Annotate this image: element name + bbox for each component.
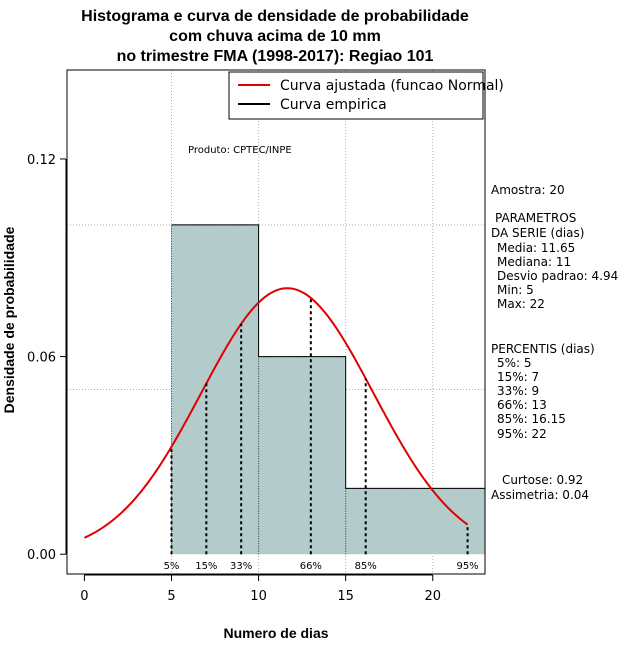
sample-size: Amostra: 20 [491, 183, 565, 197]
param-desvio: Desvio padrao: 4.94 [497, 269, 618, 283]
x-tick-label: 0 [80, 589, 88, 604]
percentile-label-33: 33% [230, 561, 252, 572]
param-min: Min: 5 [497, 283, 534, 297]
empirical-curve [171, 224, 485, 489]
percentil-5: 5%: 5 [497, 356, 532, 370]
chart-title-line-2: com chuva acima de 10 mm [169, 28, 381, 45]
percentis-title: PERCENTIS (dias) [491, 342, 595, 356]
y-tick-label: 0.06 [27, 351, 56, 366]
x-tick-label: 20 [424, 589, 441, 604]
percentile-label-66: 66% [300, 561, 322, 572]
normal-curve [84, 287, 469, 539]
x-axis-title: Numero de dias [223, 625, 328, 641]
legend-box [228, 71, 484, 120]
percentil-95: 95%: 22 [497, 427, 547, 441]
plot-area: 5% 15% 33% 66% 85% 95% 0 5 10 15 20 0.00 0.06 0.12 [27, 69, 486, 604]
y-tick-label: 0.12 [27, 153, 56, 168]
assimetria: Assimetria: 0.04 [491, 488, 589, 502]
product-annotation: Produto: CPTEC/INPE [188, 145, 292, 156]
legend-label-empirical: Curva empirica [280, 97, 387, 113]
percentile-label-5: 5% [164, 561, 180, 572]
percentil-85: 85%: 16.15 [497, 412, 566, 426]
param-mediana: Mediana: 11 [497, 255, 571, 269]
y-axis-title: Densidade de probabilidade [1, 226, 17, 413]
side-panel: Amostra: 20 PARAMETROS DA SERIE (dias) M… [491, 183, 618, 502]
percentil-15: 15%: 7 [497, 370, 539, 384]
percentil-66: 66%: 13 [497, 398, 547, 412]
histogram-bar-2 [258, 356, 346, 555]
legend-label-normal: Curva ajustada (funcao Normal) [280, 78, 504, 94]
param-media: Media: 11.65 [497, 241, 575, 255]
x-tick-label: 5 [167, 589, 175, 604]
curtose: Curtose: 0.92 [502, 473, 583, 487]
plot-border [66, 69, 486, 575]
params-title-1: PARAMETROS [495, 211, 576, 225]
histogram-bar-1 [171, 224, 259, 555]
percentile-label-15: 15% [195, 561, 217, 572]
percentile-label-85: 85% [355, 561, 377, 572]
legend: Curva ajustada (funcao Normal) Curva emp… [228, 71, 504, 120]
percentile-label-95: 95% [456, 561, 478, 572]
chart-title-line-1: Histograma e curva de densidade de proba… [81, 8, 469, 25]
chart-title-line-3: no trimestre FMA (1998-2017): Regiao 101 [117, 48, 434, 65]
params-title-2: DA SERIE (dias) [491, 226, 584, 240]
x-tick-label: 15 [337, 589, 354, 604]
y-tick-label: 0.00 [27, 548, 56, 563]
param-max: Max: 22 [497, 297, 545, 311]
x-tick-label: 10 [250, 589, 267, 604]
percentil-33: 33%: 9 [497, 384, 539, 398]
